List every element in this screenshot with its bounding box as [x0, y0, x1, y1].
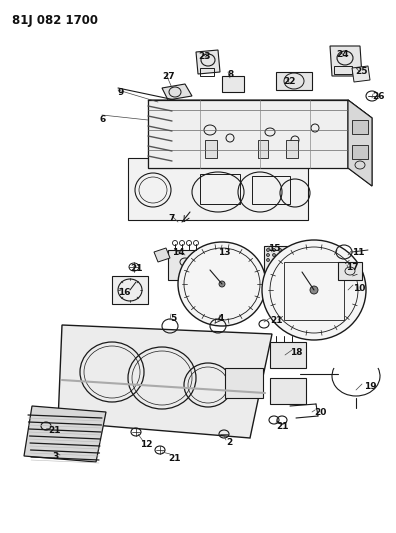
- Text: 21: 21: [168, 454, 181, 463]
- Bar: [200, 174, 240, 204]
- Text: 19: 19: [364, 382, 377, 391]
- Polygon shape: [148, 100, 348, 168]
- Text: 15: 15: [268, 244, 280, 253]
- Bar: [270, 342, 306, 368]
- Text: 14: 14: [172, 248, 185, 257]
- Bar: [200, 68, 214, 76]
- Bar: [286, 140, 298, 158]
- Polygon shape: [352, 66, 370, 82]
- Text: 2: 2: [226, 438, 232, 447]
- Bar: [225, 368, 263, 398]
- Ellipse shape: [278, 248, 282, 252]
- Text: 20: 20: [314, 408, 326, 417]
- Text: 81J 082 1700: 81J 082 1700: [12, 14, 98, 27]
- Text: 21: 21: [276, 422, 289, 431]
- Text: 10: 10: [353, 284, 366, 293]
- Text: 21: 21: [48, 426, 61, 435]
- Bar: [112, 276, 148, 304]
- Text: 4: 4: [218, 314, 225, 323]
- Text: 22: 22: [283, 77, 295, 86]
- Text: 3: 3: [52, 452, 58, 461]
- Ellipse shape: [278, 254, 282, 256]
- Text: 27: 27: [162, 72, 175, 81]
- Bar: [252, 176, 290, 204]
- Polygon shape: [196, 50, 220, 74]
- Text: 6: 6: [100, 115, 106, 124]
- Ellipse shape: [219, 281, 225, 287]
- Polygon shape: [58, 325, 272, 438]
- Text: 13: 13: [218, 248, 230, 257]
- Ellipse shape: [267, 259, 270, 262]
- Text: 8: 8: [228, 70, 234, 79]
- Bar: [258, 140, 268, 158]
- Text: 18: 18: [290, 348, 303, 357]
- Polygon shape: [162, 84, 192, 100]
- Ellipse shape: [267, 254, 270, 256]
- Ellipse shape: [291, 254, 293, 256]
- Text: 21: 21: [130, 264, 143, 273]
- Polygon shape: [148, 100, 372, 118]
- Ellipse shape: [262, 240, 366, 340]
- Ellipse shape: [272, 259, 276, 262]
- Text: 7: 7: [168, 214, 174, 223]
- Bar: [222, 76, 244, 92]
- Bar: [264, 246, 296, 274]
- Ellipse shape: [284, 254, 287, 256]
- Text: 16: 16: [118, 288, 131, 297]
- Bar: [352, 145, 368, 159]
- Text: 26: 26: [372, 92, 385, 101]
- Text: 25: 25: [355, 67, 367, 76]
- Polygon shape: [276, 72, 312, 90]
- Polygon shape: [154, 248, 170, 262]
- Polygon shape: [24, 406, 106, 462]
- Ellipse shape: [178, 242, 266, 326]
- Text: 21: 21: [270, 316, 282, 325]
- Polygon shape: [128, 158, 308, 220]
- Ellipse shape: [272, 254, 276, 256]
- Text: 5: 5: [170, 314, 176, 323]
- Bar: [352, 120, 368, 134]
- Text: 23: 23: [198, 52, 211, 61]
- Ellipse shape: [267, 248, 270, 252]
- Ellipse shape: [272, 248, 276, 252]
- Text: 11: 11: [352, 248, 364, 257]
- Text: 9: 9: [118, 88, 124, 97]
- Ellipse shape: [284, 259, 287, 262]
- Bar: [270, 378, 306, 404]
- Bar: [205, 140, 217, 158]
- Polygon shape: [348, 100, 372, 186]
- Bar: [168, 250, 206, 280]
- Bar: [334, 66, 352, 74]
- Text: 24: 24: [336, 50, 348, 59]
- Bar: [338, 262, 362, 280]
- Ellipse shape: [310, 286, 318, 294]
- Polygon shape: [148, 100, 172, 168]
- Ellipse shape: [291, 248, 293, 252]
- Text: 17: 17: [346, 263, 359, 272]
- Text: 12: 12: [140, 440, 152, 449]
- Ellipse shape: [291, 259, 293, 262]
- Ellipse shape: [284, 248, 287, 252]
- Polygon shape: [348, 100, 372, 186]
- Polygon shape: [330, 46, 362, 76]
- Ellipse shape: [278, 259, 282, 262]
